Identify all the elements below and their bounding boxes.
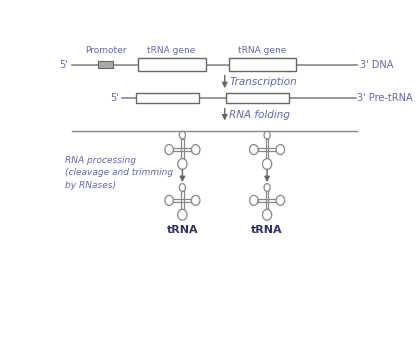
Ellipse shape [165,195,173,205]
Ellipse shape [264,184,270,191]
Ellipse shape [276,195,285,205]
Text: tRNA gene: tRNA gene [238,46,287,55]
Text: Transcription: Transcription [229,77,297,87]
Text: 5': 5' [59,60,68,70]
Text: Promoter: Promoter [84,46,126,55]
Ellipse shape [250,144,258,155]
Bar [98,61,113,68]
Bar [181,199,184,202]
Ellipse shape [191,195,200,205]
Text: tRNA: tRNA [166,225,198,235]
Ellipse shape [178,159,187,169]
Bar [266,199,268,202]
Ellipse shape [262,159,272,169]
Ellipse shape [178,209,187,220]
Bar [229,58,296,71]
Bar [136,93,199,103]
Text: tRNA: tRNA [251,225,283,235]
Text: RNA folding: RNA folding [229,110,290,119]
Ellipse shape [165,144,173,155]
Ellipse shape [262,209,272,220]
Bar [226,93,290,103]
Bar [266,148,268,151]
Ellipse shape [264,131,270,139]
Text: 3' DNA: 3' DNA [359,60,393,70]
Bar [138,58,206,71]
Text: 5': 5' [110,93,119,103]
Text: 3' Pre-tRNA: 3' Pre-tRNA [357,93,413,103]
Text: tRNA gene: tRNA gene [147,46,196,55]
Ellipse shape [191,144,200,155]
Ellipse shape [276,144,285,155]
Bar [181,148,184,151]
Ellipse shape [250,195,258,205]
Text: RNA processing
(cleavage and trimming
by RNases): RNA processing (cleavage and trimming by… [64,156,173,190]
Ellipse shape [179,131,186,139]
Ellipse shape [179,184,186,191]
